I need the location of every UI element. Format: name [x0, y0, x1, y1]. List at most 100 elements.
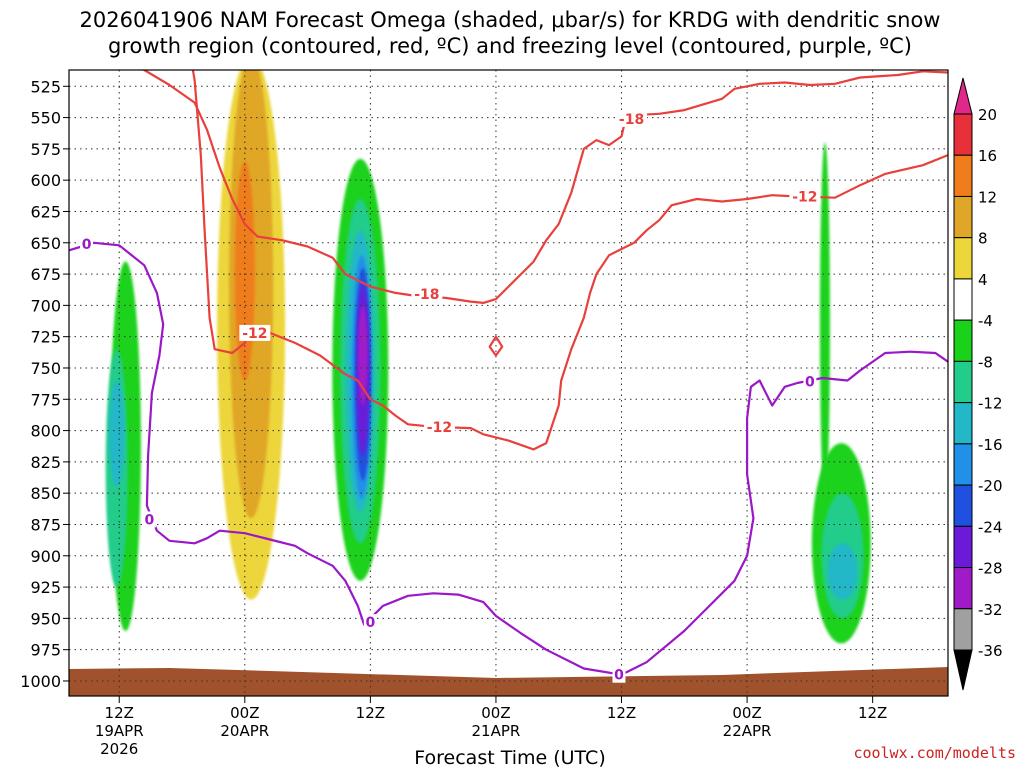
pressure-tick-label: 950 — [30, 609, 61, 628]
chart-title-line-1: 2026041906 NAM Forecast Omega (shaded, μ… — [80, 8, 941, 32]
ground-layer — [69, 666, 948, 696]
contour-label-bg — [789, 188, 821, 205]
contour-label-bg — [616, 110, 648, 127]
contour-labels: -18 -18 -12 -12 -12 0 0 0 0 0 — [80, 110, 821, 684]
contour-label: -18 — [619, 112, 644, 128]
colorbar-bin — [953, 319, 973, 362]
colorbar-label: -32 — [978, 601, 1003, 619]
pressure-tick-label: 1000 — [20, 672, 61, 691]
colorbar-label: -24 — [978, 518, 1003, 536]
colorbar-label: -4 — [978, 312, 993, 330]
time-tick-label: 21APR — [472, 722, 521, 740]
contour-label: -12 — [427, 420, 452, 436]
pressure-tick-label: 650 — [30, 234, 61, 253]
contour-label-bg — [142, 511, 156, 528]
contour-label: -12 — [792, 189, 817, 205]
pressure-tick-label: 900 — [30, 547, 61, 566]
colorbar-label: 4 — [978, 271, 988, 289]
colorbar-label: 20 — [978, 106, 997, 124]
colorbar-label: -8 — [978, 353, 993, 371]
omega-region — [109, 380, 125, 487]
colorbar-bin — [953, 443, 973, 486]
contour-label-bg — [803, 373, 817, 390]
time-tick-label: 12Z — [105, 704, 134, 722]
pressure-tick-label: 675 — [30, 265, 61, 284]
time-tick-label: 22APR — [723, 722, 772, 740]
pressure-tick-label: 525 — [30, 77, 61, 96]
chart-title-line-2: growth region (contoured, red, ºC) and f… — [108, 34, 912, 58]
pressure-tick-label: 775 — [30, 390, 61, 409]
time-tick-label: 20APR — [220, 722, 269, 740]
colorbar-bin — [953, 278, 973, 321]
colorbar-bin — [953, 113, 973, 156]
time-tick-label: 12Z — [356, 704, 385, 722]
contour-label: -12 — [242, 326, 267, 342]
contour-label: 0 — [82, 237, 92, 253]
colorbar-label: -12 — [978, 395, 1003, 413]
pressure-tick-label: 975 — [30, 641, 61, 660]
colorbar-bin — [953, 402, 973, 445]
contour-label-bg — [363, 614, 377, 631]
contour-label: 0 — [365, 615, 375, 631]
colorbar-label: 8 — [978, 230, 988, 248]
colorbar-label: -16 — [978, 436, 1003, 454]
contour-line — [488, 335, 504, 357]
contour-label: -18 — [414, 287, 439, 303]
pressure-tick-label: 925 — [30, 578, 61, 597]
colorbar-bin — [953, 360, 973, 404]
credit-text: coolwx.com/modelts — [853, 744, 1016, 762]
pressure-tick-label: 875 — [30, 515, 61, 534]
omega-region — [827, 543, 858, 600]
time-tick-label: 2026 — [100, 740, 138, 758]
colorbar-label: 16 — [978, 147, 997, 165]
plot-frame — [68, 69, 949, 697]
ground-terrain — [69, 666, 948, 696]
time-tick-label: 00Z — [732, 704, 761, 722]
colorbar-label: -36 — [978, 642, 1003, 660]
x-axis-title: Forecast Time (UTC) — [414, 747, 605, 768]
time-tick-label: 00Z — [230, 704, 259, 722]
colorbar: 20 16 12 8 4 -4 -8 -12 -16 -20 -24 -28 -32 -36 — [953, 77, 1003, 691]
colorbar-bin — [953, 567, 973, 610]
colorbar-bin — [953, 237, 973, 280]
colorbar-label: 12 — [978, 188, 997, 206]
contour-line — [69, 241, 948, 676]
contour-label-bg — [239, 324, 271, 341]
pressure-tick-label: 700 — [30, 296, 61, 315]
colorbar-label: -28 — [978, 560, 1003, 578]
pressure-tick-label: 550 — [30, 109, 61, 128]
pressure-tick-label: 800 — [30, 422, 61, 441]
colorbar-bin — [953, 154, 973, 197]
contour-label-bg — [612, 666, 626, 683]
pressure-tick-label: 575 — [30, 140, 61, 159]
pressure-tick-label: 825 — [30, 453, 61, 472]
pressure-tick-label: 600 — [30, 171, 61, 190]
omega-region — [819, 142, 830, 506]
contour-label: 0 — [144, 512, 154, 528]
grid-lines — [69, 70, 948, 696]
colorbar-bin — [953, 608, 973, 651]
time-tick-label: 00Z — [481, 704, 510, 722]
pressure-tick-label: 725 — [30, 328, 61, 347]
colorbar-bin — [953, 525, 973, 569]
colorbar-bin — [953, 484, 973, 527]
contour-label: 0 — [614, 668, 624, 684]
colorbar-overflow-low — [953, 649, 973, 691]
time-tick-label: 12Z — [607, 704, 636, 722]
omega-region — [358, 305, 368, 406]
colorbar-label: -20 — [978, 477, 1003, 495]
pressure-tick-label: 750 — [30, 359, 61, 378]
colorbar-overflow-high — [953, 77, 973, 115]
contour-line — [140, 70, 948, 304]
contour-label-bg — [411, 286, 443, 303]
pressure-axis: 525 550 575 600 625 650 675 700 725 750 775 800 825 8… — [20, 77, 69, 691]
time-tick-label: 19APR — [95, 722, 144, 740]
contour-label-bg — [423, 418, 455, 435]
pressure-tick-label: 850 — [30, 484, 61, 503]
pressure-tick-label: 625 — [30, 202, 61, 221]
contour-label-bg — [80, 236, 94, 253]
time-tick-label: 12Z — [858, 704, 887, 722]
contour-label: 0 — [805, 375, 815, 391]
